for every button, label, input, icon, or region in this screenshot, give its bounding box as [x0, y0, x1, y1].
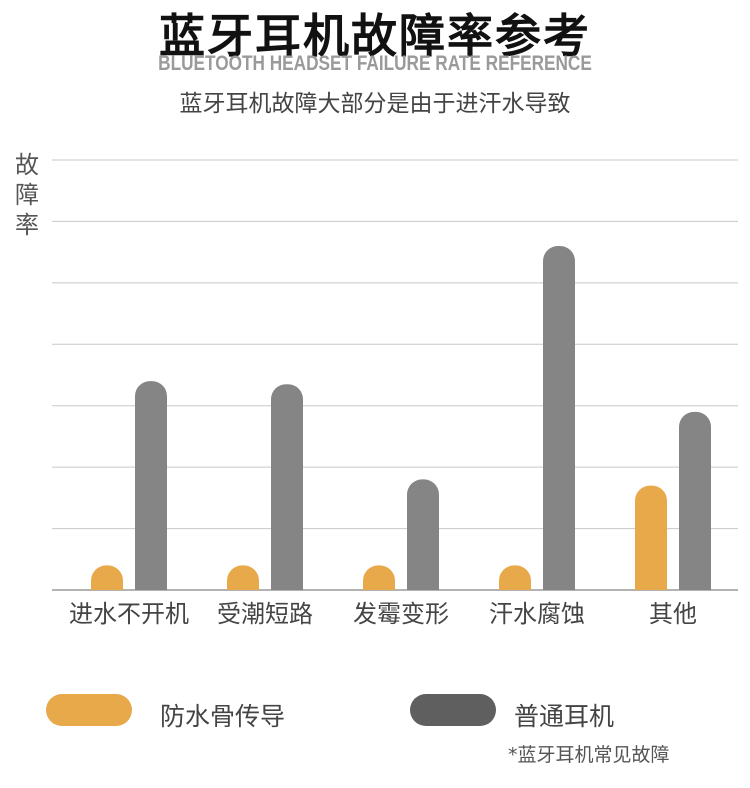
bar-waterproof-2 — [363, 565, 395, 590]
gridlines — [52, 159, 738, 591]
legend-label-regular: 普通耳机 — [514, 702, 615, 731]
footnote: *蓝牙耳机常见故障 — [508, 744, 670, 766]
bar-regular-1 — [271, 384, 303, 590]
category-label: 汗水腐蚀 — [489, 600, 585, 628]
legend-label-waterproof: 防水骨传导 — [160, 702, 286, 731]
category-label: 其他 — [649, 600, 697, 628]
bar-waterproof-3 — [499, 565, 531, 590]
bar-regular-2 — [407, 479, 439, 590]
category-label: 受潮短路 — [217, 600, 313, 628]
category-label: 进水不开机 — [69, 600, 189, 628]
category-labels: 进水不开机 受潮短路 发霉变形 汗水腐蚀 其他 — [69, 600, 697, 628]
english-subtitle: BLUETOOTH HEADSET FAILURE RATE REFERENCE — [158, 52, 592, 75]
bars — [91, 246, 711, 590]
chart-subtitle: 蓝牙耳机故障大部分是由于进汗水导致 — [179, 91, 571, 117]
category-label: 发霉变形 — [353, 600, 449, 628]
chart-title: 蓝牙耳机故障率参考 — [159, 9, 591, 63]
legend-swatch-regular — [410, 694, 496, 726]
bar-regular-3 — [543, 246, 575, 590]
legend-swatch-waterproof — [46, 694, 132, 726]
bar-regular-4 — [679, 411, 711, 590]
y-axis-label-text: 故障率 — [15, 151, 39, 239]
bar-waterproof-0 — [91, 565, 123, 590]
bar-waterproof-4 — [635, 485, 667, 590]
bar-regular-0 — [135, 381, 167, 590]
bar-waterproof-1 — [227, 565, 259, 590]
y-axis-label: 故障率 — [12, 150, 42, 240]
bar-chart: 进水不开机 受潮短路 发霉变形 汗水腐蚀 其他 — [52, 159, 738, 628]
